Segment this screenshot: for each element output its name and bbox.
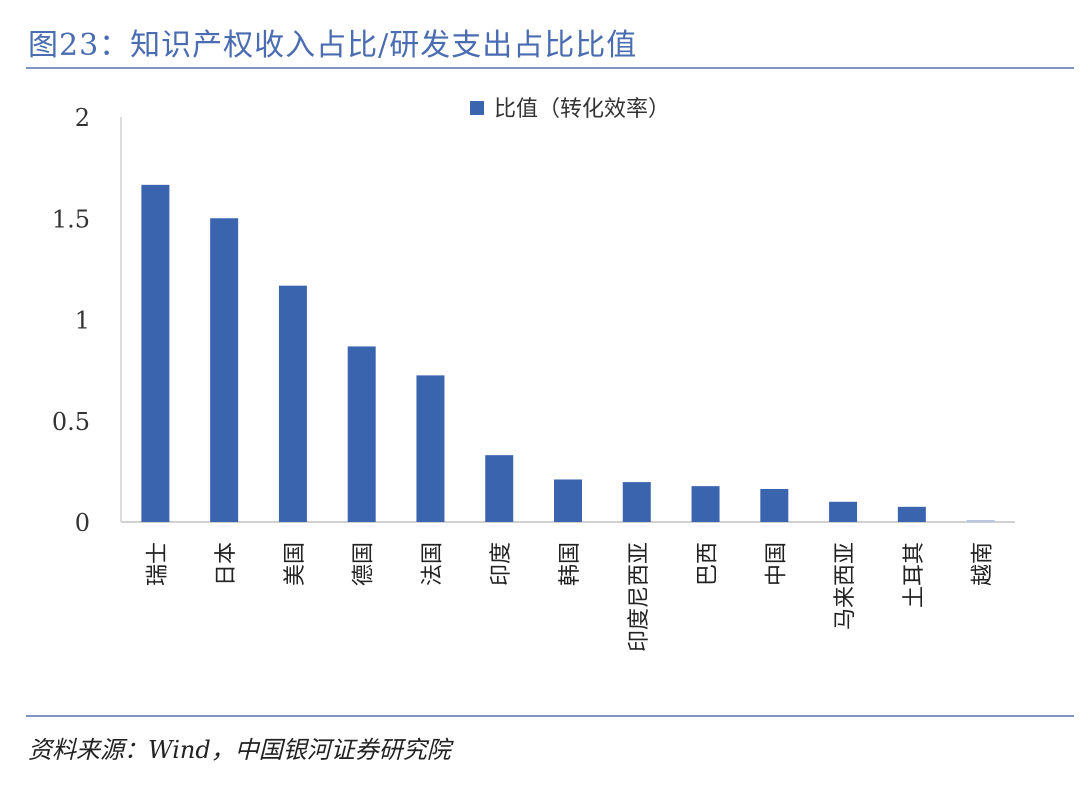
bar [897,506,926,522]
bar [141,184,170,522]
x-tick-label: 印度 [489,542,514,586]
title-divider [26,67,1074,69]
y-tick-label: 1.5 [52,205,90,233]
bar [691,486,720,522]
bar [760,488,789,522]
legend-swatch [470,101,484,115]
chart-title: 图23：知识产权收入占比/研发支出占比比值 [28,28,638,63]
y-tick-label: 0.5 [52,408,90,436]
bar [829,501,858,522]
y-tick-label: 2 [75,104,90,132]
bar [210,218,239,522]
bar [347,346,376,522]
bar [622,482,651,522]
x-tick-label: 中国 [764,542,789,586]
x-tick-label: 德国 [352,542,377,586]
legend-label: 比值（转化效率） [494,97,670,122]
x-tick-label: 印度尼西亚 [627,542,652,652]
x-tick-label: 日本 [214,542,239,586]
bar [966,519,995,522]
x-tick-label: 巴西 [696,542,721,586]
bar [278,285,307,522]
x-tick-label: 美国 [283,542,308,586]
x-tick-label: 马来西亚 [833,542,858,630]
bar [485,455,514,522]
source-note: 资料来源：Wind，中国银河证券研究院 [28,736,451,764]
x-tick-label: 土耳其 [902,542,927,608]
x-tick-label: 瑞士 [145,542,170,586]
bar [554,479,582,522]
bar [416,375,445,522]
x-tick-label: 越南 [971,542,996,586]
y-tick-label: 1 [75,307,90,335]
footer-divider [26,715,1074,717]
y-tick-label: 0 [75,509,90,537]
x-tick-label: 韩国 [558,542,583,586]
x-tick-label: 法国 [420,542,445,586]
